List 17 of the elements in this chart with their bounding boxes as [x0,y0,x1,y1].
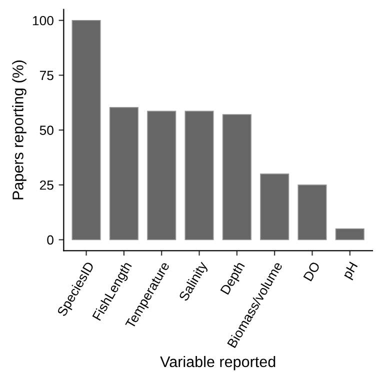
bar [147,110,176,240]
bar [335,228,364,240]
x-tick-label: pH [342,262,360,280]
bar [222,114,252,240]
y-tick-label: 75 [40,70,54,80]
y-tick-label: 0 [47,235,54,245]
x-axis-title: Variable reported [160,356,276,370]
y-axis-title: Papers reporting (%) [12,60,26,200]
bar [184,110,214,240]
y-tick-label: 100 [32,16,54,26]
bar [109,107,138,240]
bar [72,20,101,240]
y-tick-label: 25 [40,180,54,190]
y-tick-label: 50 [40,126,54,135]
x-tick-label: DO [303,261,320,282]
bar [260,174,290,240]
bar [298,184,327,240]
